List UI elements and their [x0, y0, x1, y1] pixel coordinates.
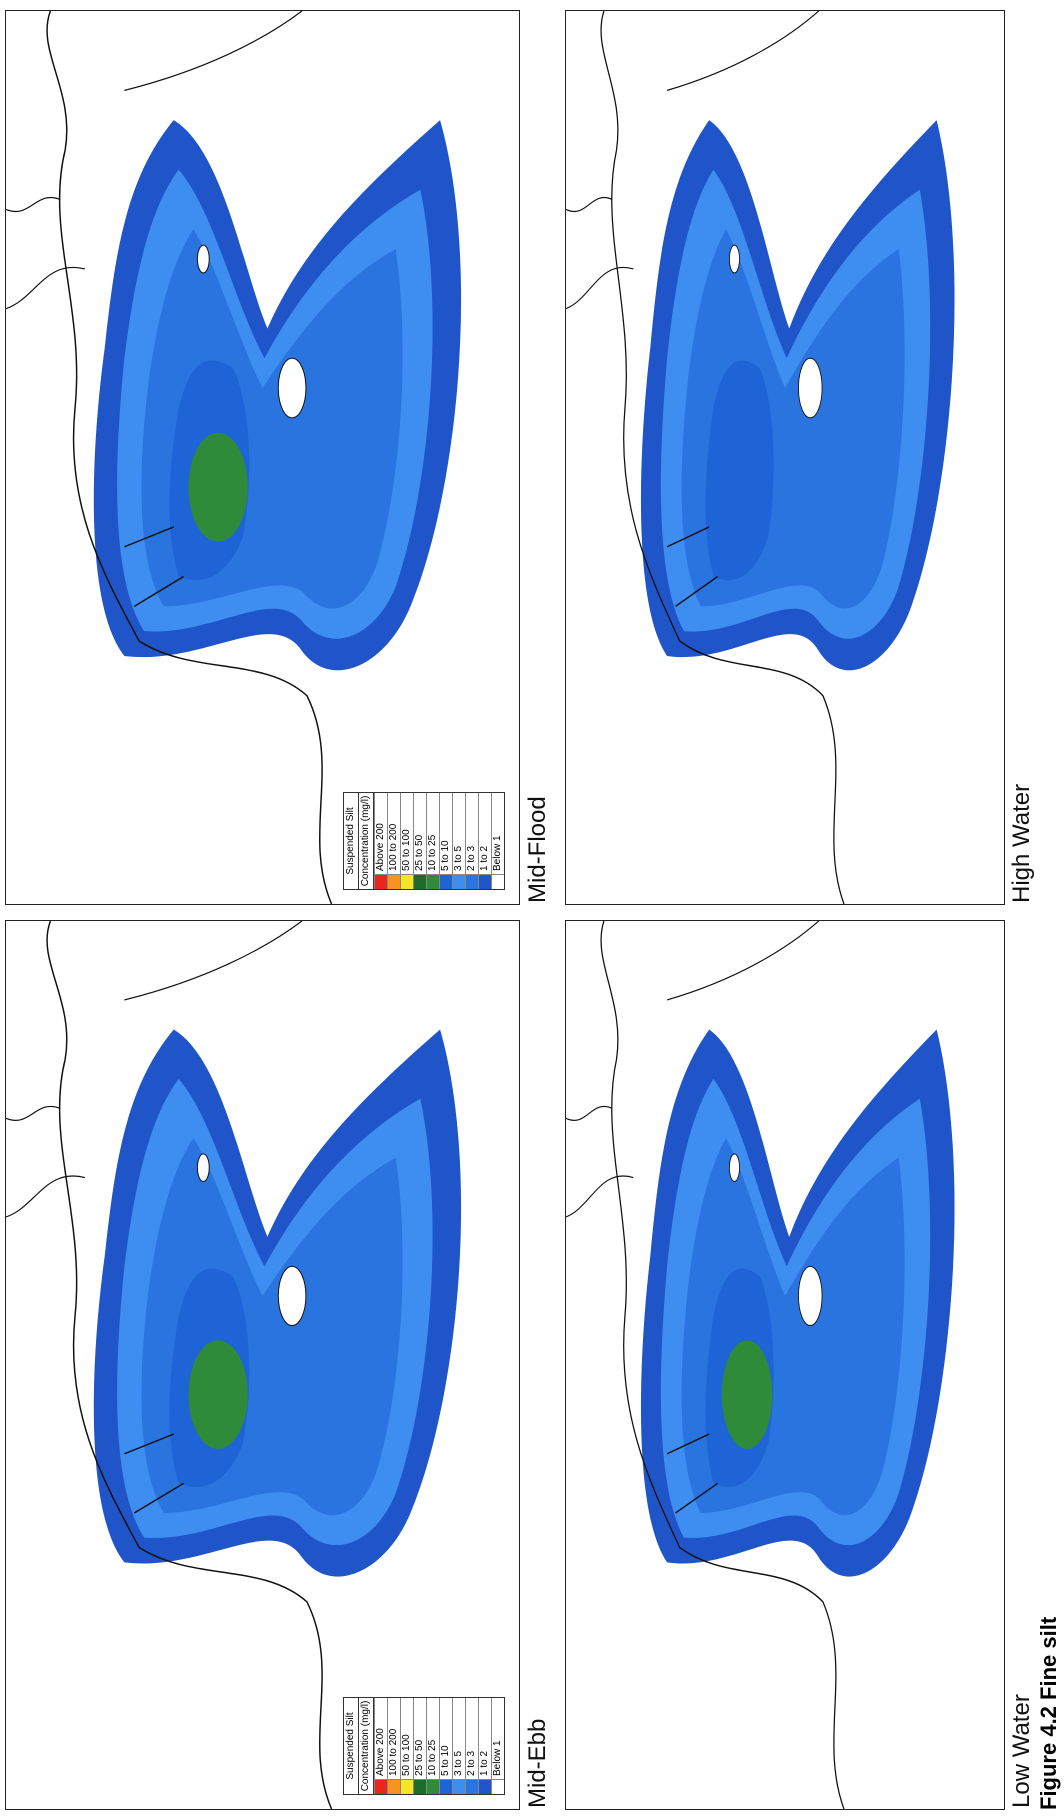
map [566, 11, 1004, 904]
legend-row: 100 to 200 [387, 1698, 400, 1794]
legend-swatch [427, 1779, 439, 1794]
legend-label: Above 200 [375, 823, 387, 874]
legend-label: 10 to 25 [427, 835, 439, 874]
legend-label: 5 to 10 [440, 840, 452, 874]
map [6, 921, 519, 1809]
legend-row: Above 200 [374, 1698, 387, 1794]
legend-swatch [466, 874, 478, 889]
legend-row: 10 to 25 [426, 1698, 439, 1794]
legend-swatch [414, 874, 426, 889]
legend-row: 1 to 2 [478, 793, 491, 889]
panel-label: Mid-Ebb [524, 1719, 552, 1808]
legend-label: 3 to 5 [453, 846, 465, 874]
map-panel [565, 10, 1005, 905]
legend-label: 3 to 5 [453, 1751, 465, 1779]
legend-row: Below 1 [491, 1698, 504, 1794]
legend-swatch [453, 1779, 465, 1794]
legend-swatch [388, 874, 400, 889]
legend-row: 2 to 3 [465, 793, 478, 889]
legend-swatch [414, 1779, 426, 1794]
document: Suspended SiltConcentration (mg/l)Above … [0, 0, 1064, 1820]
legend-label: 10 to 25 [427, 1740, 439, 1779]
legend-swatch [388, 1779, 400, 1794]
legend-row: Below 1 [491, 793, 504, 889]
legend-label: 5 to 10 [440, 1745, 452, 1779]
legend-label: 100 to 200 [388, 1729, 400, 1779]
legend-label: 2 to 3 [466, 846, 478, 874]
legend-swatch [492, 874, 504, 889]
legend-label: 1 to 2 [479, 1751, 491, 1779]
legend-row: 3 to 5 [452, 1698, 465, 1794]
legend-row: 50 to 100 [400, 1698, 413, 1794]
legend-swatch [375, 874, 387, 889]
panel-label: Low Water [1008, 1694, 1036, 1808]
legend-row: 25 to 50 [413, 1698, 426, 1794]
legend-swatch [401, 874, 413, 889]
figure-caption: Figure 4.2 Fine silt [1036, 1617, 1062, 1810]
legend-swatch [401, 1779, 413, 1794]
legend-row: 2 to 3 [465, 1698, 478, 1794]
map-panel [565, 920, 1005, 1810]
legend-label: 50 to 100 [401, 1734, 413, 1779]
legend-label: 25 to 50 [414, 1740, 426, 1779]
legend-label: Below 1 [492, 835, 504, 874]
panel-label: Mid-Flood [524, 796, 552, 903]
legend-row: 5 to 10 [439, 793, 452, 889]
legend-label: 25 to 50 [414, 835, 426, 874]
legend-row: 1 to 2 [478, 1698, 491, 1794]
map [6, 11, 519, 904]
legend-swatch [375, 1779, 387, 1794]
legend-swatch [453, 874, 465, 889]
legend-label: Above 200 [375, 1728, 387, 1779]
legend-label: 50 to 100 [401, 829, 413, 874]
legend-subtitle: Concentration (mg/l) [359, 1698, 374, 1794]
legend-label: 2 to 3 [466, 1751, 478, 1779]
legend-swatch [440, 1779, 452, 1794]
legend-row: 10 to 25 [426, 793, 439, 889]
legend-row: 25 to 50 [413, 793, 426, 889]
legend-label: Below 1 [492, 1740, 504, 1779]
legend-row: 5 to 10 [439, 1698, 452, 1794]
legend-row: 3 to 5 [452, 793, 465, 889]
legend-row: 50 to 100 [400, 793, 413, 889]
page: Suspended SiltConcentration (mg/l)Above … [0, 0, 1064, 1820]
rotated-figure: Suspended SiltConcentration (mg/l)Above … [0, 0, 1064, 1820]
panel-label: High Water [1008, 784, 1036, 903]
legend-swatch [479, 1779, 491, 1794]
legend-subtitle: Concentration (mg/l) [359, 793, 374, 889]
legend-swatch [440, 874, 452, 889]
legend-row: Above 200 [374, 793, 387, 889]
legend-swatch [479, 874, 491, 889]
legend-swatch [492, 1779, 504, 1794]
legend-title: Suspended Silt [344, 793, 359, 889]
legend-title: Suspended Silt [344, 1698, 359, 1794]
legend-swatch [427, 874, 439, 889]
legend-label: 1 to 2 [479, 846, 491, 874]
map [566, 921, 1004, 1809]
legend-label: 100 to 200 [388, 824, 400, 874]
legend-row: 100 to 200 [387, 793, 400, 889]
legend-swatch [466, 1779, 478, 1794]
